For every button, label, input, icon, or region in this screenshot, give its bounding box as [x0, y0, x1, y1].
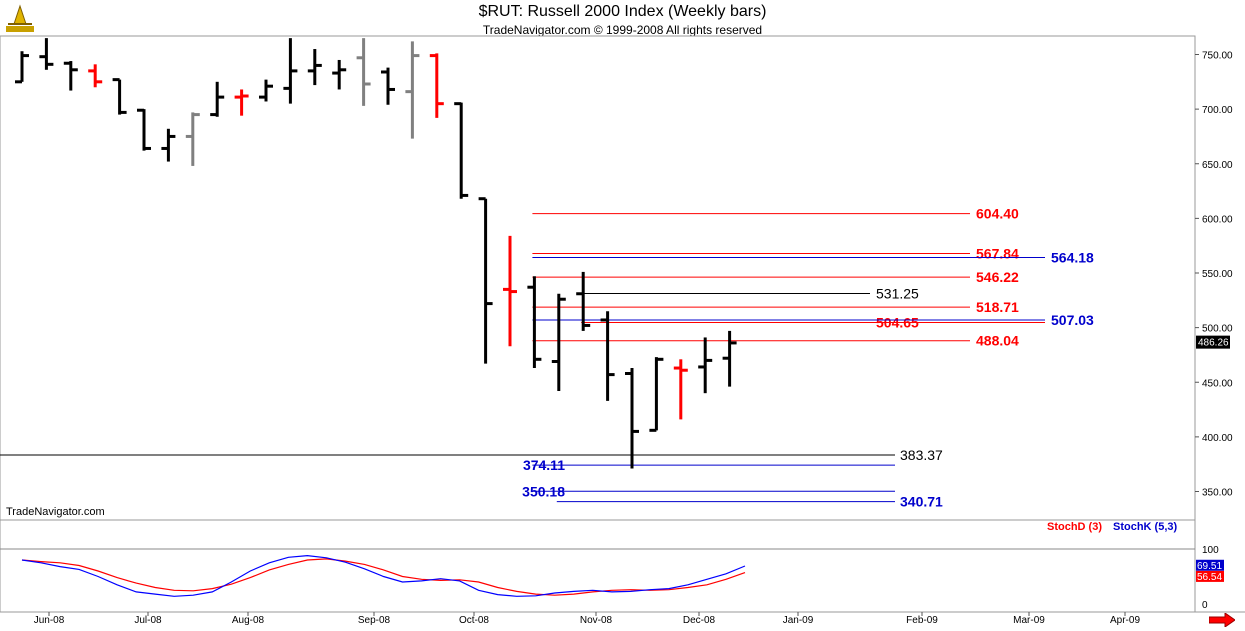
level-label: 374.11 — [523, 457, 565, 473]
level-label: 567.84 — [976, 246, 1019, 262]
time-tick-label: Mar-09 — [1013, 615, 1045, 626]
level-label: 350.18 — [522, 483, 565, 499]
level-label: 504.65 — [876, 315, 919, 331]
chart-subtitle: TradeNavigator.com © 1999-2008 All right… — [482, 23, 763, 37]
time-tick-label: Aug-08 — [232, 615, 265, 626]
trade-navigator-logo-icon — [6, 4, 34, 32]
price-tick-label: 700.00 — [1202, 105, 1233, 116]
time-tick-label: Apr-09 — [1110, 615, 1140, 626]
time-tick-label: Jun-08 — [34, 615, 65, 626]
stochk-value-label: 69.51 — [1197, 561, 1222, 572]
stochd-value-label: 56.54 — [1197, 572, 1222, 583]
price-tick-label: 400.00 — [1202, 433, 1233, 444]
level-label: 340.71 — [900, 494, 943, 510]
level-label: 518.71 — [976, 299, 1019, 315]
time-tick-label: Oct-08 — [459, 615, 489, 626]
time-tick-label: Feb-09 — [906, 615, 938, 626]
price-tick-label: 350.00 — [1202, 488, 1233, 499]
level-label: 507.03 — [1051, 312, 1094, 328]
price-tick-label: 650.00 — [1202, 160, 1233, 171]
level-label: 564.18 — [1051, 250, 1094, 266]
time-tick-label: Sep-08 — [358, 615, 391, 626]
level-label: 531.25 — [876, 285, 919, 301]
stoch-tick-label: 100 — [1202, 545, 1219, 556]
chart-title: $RUT: Russell 2000 Index (Weekly bars) — [478, 3, 767, 20]
time-tick-label: Jan-09 — [783, 615, 814, 626]
time-tick-label: Jul-08 — [134, 615, 162, 626]
stochk-legend: StochK (5,3) — [1113, 521, 1178, 533]
time-tick-label: Dec-08 — [683, 615, 716, 626]
price-tick-label: 550.00 — [1202, 269, 1233, 280]
stoch-tick-label: 0 — [1202, 600, 1208, 611]
red-right-arrow-icon[interactable] — [1209, 613, 1235, 627]
level-label: 488.04 — [976, 333, 1019, 349]
stochk-value-box — [1196, 559, 1224, 571]
watermark-credit: TradeNavigator.com — [6, 506, 105, 518]
price-tick-label: 600.00 — [1202, 214, 1233, 225]
price-tick-label: 500.00 — [1202, 324, 1233, 335]
level-label: 546.22 — [976, 269, 1019, 285]
stochd-legend: StochD (3) — [1047, 521, 1102, 533]
indicator-panel-frame — [0, 519, 1196, 613]
last-price-label: 486.26 — [1198, 338, 1229, 349]
level-label: 604.40 — [976, 206, 1019, 222]
last-price-box — [1196, 335, 1230, 349]
time-tick-label: Nov-08 — [580, 615, 613, 626]
stochk-line — [21, 554, 746, 597]
price-tick-label: 450.00 — [1202, 378, 1233, 389]
level-label: 383.37 — [900, 447, 943, 463]
price-tick-label: 750.00 — [1202, 51, 1233, 62]
stochd-value-box — [1196, 570, 1224, 582]
stochd-line — [21, 558, 746, 596]
